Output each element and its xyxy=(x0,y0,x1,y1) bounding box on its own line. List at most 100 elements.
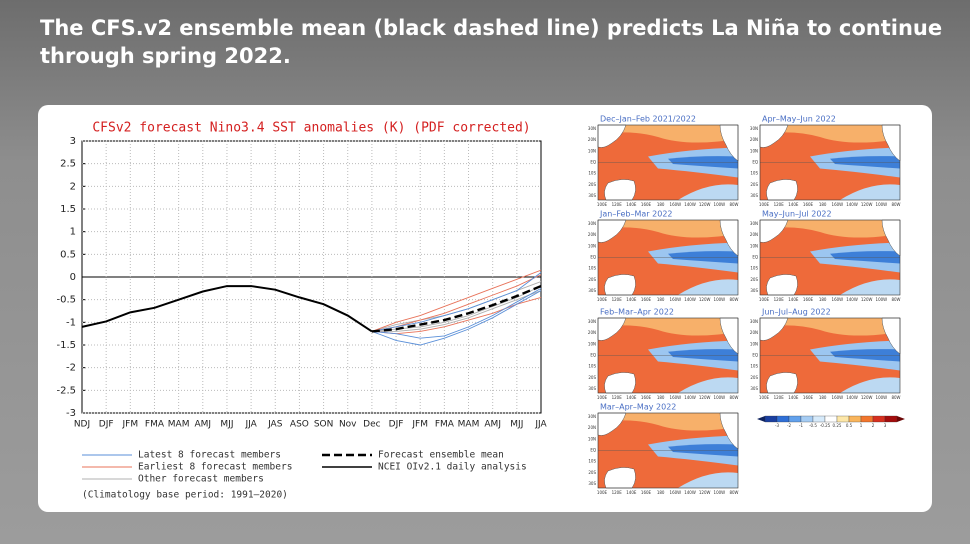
land-america xyxy=(719,219,739,257)
lat-label: 10S xyxy=(588,364,596,369)
colorbar-label: -2 xyxy=(787,423,791,428)
map-frame xyxy=(597,124,739,201)
series-line xyxy=(81,285,373,333)
lat-label: EQ xyxy=(590,160,596,165)
map-warm xyxy=(598,318,738,336)
map-title: Mar–Apr–May 2022 xyxy=(600,403,676,412)
lon-label: 140W xyxy=(846,395,858,400)
y-tick-label: 3 xyxy=(70,136,76,147)
lat-label: 30N xyxy=(588,319,596,324)
land-america xyxy=(719,124,739,162)
lon-label: 140W xyxy=(684,490,696,495)
lat-label: 30N xyxy=(750,221,758,226)
lon-label: 140E xyxy=(788,395,799,400)
lat-label: 30N xyxy=(588,221,596,226)
colorbar-label: -3 xyxy=(775,423,779,428)
lon-label: 140E xyxy=(626,297,637,302)
lat-label: 30N xyxy=(750,126,758,131)
lon-label: 100E xyxy=(597,297,608,302)
map-cold xyxy=(830,349,900,362)
lat-label: EQ xyxy=(752,353,758,358)
map-cold xyxy=(668,251,738,264)
lat-label: 20N xyxy=(588,425,596,430)
lat-label: 10S xyxy=(588,459,596,464)
land-america xyxy=(881,317,901,355)
lon-label: 120W xyxy=(861,297,873,302)
colorbar-end xyxy=(757,416,765,422)
map-frame xyxy=(759,219,901,296)
lat-label: 10N xyxy=(750,341,758,346)
map-title: Feb–Mar–Apr 2022 xyxy=(600,308,674,317)
lon-label: 100W xyxy=(714,395,726,400)
map-frame xyxy=(597,219,739,296)
series-line xyxy=(371,284,542,333)
lon-label: 100W xyxy=(714,202,726,207)
legend-label: Latest 8 forecast members xyxy=(138,450,281,461)
lat-label: 30S xyxy=(588,193,596,198)
map-frame xyxy=(759,124,901,201)
lat-label: 30S xyxy=(750,288,758,293)
legend-label: Forecast ensemble mean xyxy=(378,450,504,461)
lat-label: 20N xyxy=(588,137,596,142)
lon-label: 160W xyxy=(670,297,682,302)
colorbar-cell xyxy=(824,415,838,423)
y-tick-label: 1 xyxy=(70,227,76,238)
lon-label: 80W xyxy=(729,202,738,207)
lat-label: 30S xyxy=(588,481,596,486)
title-line: through spring 2022. xyxy=(40,44,291,68)
lon-label: 160W xyxy=(670,395,682,400)
member-line xyxy=(371,290,542,346)
y-tick-label: -1 xyxy=(66,317,76,328)
lat-label: 20S xyxy=(588,470,596,475)
map xyxy=(597,219,739,296)
lat-label: EQ xyxy=(752,160,758,165)
land-america xyxy=(881,124,901,162)
lat-label: 20S xyxy=(750,375,758,380)
land-asia xyxy=(759,124,789,148)
lon-label: 80W xyxy=(891,297,900,302)
colorbar-label: 0.5 xyxy=(846,423,853,428)
lon-label: 120W xyxy=(699,202,711,207)
map-title: Dec–Jan–Feb 2021/2022 xyxy=(600,115,696,124)
x-tick-label: FMA xyxy=(145,420,165,430)
lat-label: 30S xyxy=(588,386,596,391)
map-cool-south xyxy=(678,377,738,393)
y-tick-label: 0.5 xyxy=(60,249,76,260)
colorbar-label: -1 xyxy=(799,423,803,428)
lon-label: 140W xyxy=(684,395,696,400)
map-warm xyxy=(760,318,900,336)
colorbar-cell xyxy=(860,415,874,423)
lon-label: 180 xyxy=(657,490,665,495)
lat-label: 20N xyxy=(588,330,596,335)
map-cold xyxy=(830,251,900,264)
lon-label: 100E xyxy=(597,395,608,400)
colorbar-label: 2 xyxy=(872,423,875,428)
map-frame xyxy=(597,317,739,394)
colorbar-cell xyxy=(776,415,790,423)
map-cool-south xyxy=(840,184,900,200)
x-tick-label: Nov xyxy=(339,420,357,430)
map-warm xyxy=(760,220,900,238)
lat-label: 10N xyxy=(588,243,596,248)
land-asia xyxy=(597,124,627,148)
x-tick-label: MAM xyxy=(458,420,480,430)
lon-label: 160E xyxy=(803,395,814,400)
lon-label: 100W xyxy=(876,395,888,400)
land-america xyxy=(719,317,739,355)
lon-label: 160W xyxy=(832,297,844,302)
map-warm xyxy=(598,125,738,143)
land-asia xyxy=(597,219,627,243)
lat-label: 30S xyxy=(750,386,758,391)
map-cool-south xyxy=(840,377,900,393)
colorbar-label: -0.25 xyxy=(820,423,831,428)
map xyxy=(759,219,901,296)
lat-label: 10N xyxy=(588,436,596,441)
map-cold xyxy=(668,349,738,362)
map-cold xyxy=(668,444,738,457)
map-warm xyxy=(598,220,738,238)
lon-label: 120E xyxy=(612,395,623,400)
land-asia xyxy=(759,317,789,341)
x-tick-label: JAS xyxy=(267,420,283,430)
lon-label: 100E xyxy=(759,395,770,400)
